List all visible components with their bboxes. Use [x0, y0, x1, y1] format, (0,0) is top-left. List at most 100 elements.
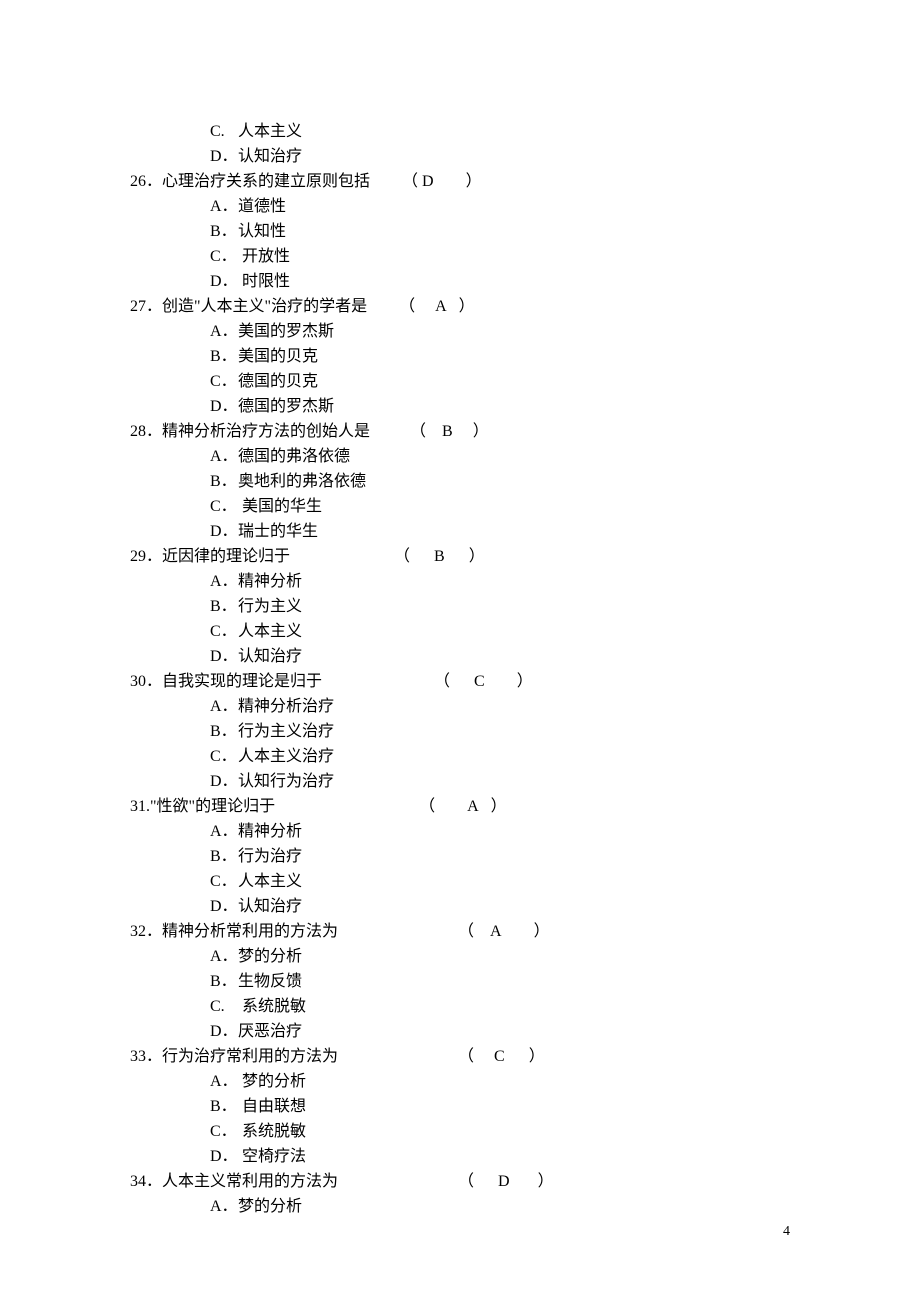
option-text: 认知治疗 — [238, 148, 302, 165]
paren-right: ） — [529, 1048, 545, 1065]
option-letter: C． — [210, 495, 238, 519]
option-letter: A． — [210, 820, 238, 844]
option-line: A．德国的弗洛依德 — [130, 445, 790, 469]
paren-left: （ — [434, 673, 474, 690]
option-text: 德国的弗洛依德 — [238, 448, 350, 465]
option-line: A．梦的分析 — [130, 1195, 790, 1219]
option-line: A．精神分析治疗 — [130, 695, 790, 719]
paren-right: ） — [466, 173, 482, 190]
question-gap — [370, 423, 410, 440]
question-number: 32． — [130, 920, 162, 944]
option-line: B．行为治疗 — [130, 845, 790, 869]
option-letter: C. — [210, 120, 238, 144]
option-text: 人本主义 — [238, 873, 302, 890]
option-line: C．德国的贝克 — [130, 370, 790, 394]
option-letter: D． — [210, 770, 238, 794]
option-text: 系统脱敏 — [238, 998, 306, 1015]
option-letter: A． — [210, 1195, 238, 1219]
option-letter: B． — [210, 845, 238, 869]
answer-block: （ D ） — [402, 170, 482, 194]
option-line: D．德国的罗杰斯 — [130, 395, 790, 419]
option-text: 生物反馈 — [238, 973, 302, 990]
paren-left: （ — [419, 798, 467, 815]
option-text: 行为主义 — [238, 598, 302, 615]
answer-block: （ A ） — [399, 295, 475, 319]
option-line: C． 系统脱敏 — [130, 1120, 790, 1144]
question-line: 26．心理治疗关系的建立原则包括 （ D ） — [130, 170, 790, 194]
question-gap — [290, 548, 394, 565]
option-text: 人本主义 — [238, 623, 302, 640]
paren-right: ） — [473, 423, 489, 440]
question-line: 29．近因律的理论归于 （ B ） — [130, 545, 790, 569]
question-text: 自我实现的理论是归于 — [162, 673, 322, 690]
option-letter: A． — [210, 195, 238, 219]
option-line: B．行为主义 — [130, 595, 790, 619]
question-text: 行为治疗常利用的方法为 — [162, 1048, 338, 1065]
paren-right: ） — [534, 923, 550, 940]
option-letter: C． — [210, 620, 238, 644]
option-line: D．瑞士的华生 — [130, 520, 790, 544]
option-letter: A． — [210, 570, 238, 594]
answer-block: （ B ） — [394, 545, 485, 569]
option-text: 人本主义 — [238, 123, 302, 140]
answer-gap — [447, 298, 459, 315]
option-line: A．梦的分析 — [130, 945, 790, 969]
question-line: 27．创造"人本主义"治疗的学者是 （ A ） — [130, 295, 790, 319]
option-line: D． 空椅疗法 — [130, 1145, 790, 1169]
question-line: 33．行为治疗常利用的方法为 （ C ） — [130, 1045, 790, 1069]
question-number: 27． — [130, 295, 162, 319]
option-line: B．生物反馈 — [130, 970, 790, 994]
option-text: 梦的分析 — [238, 1198, 302, 1215]
option-text: 系统脱敏 — [238, 1123, 306, 1140]
answer-letter: B — [434, 545, 445, 569]
answer-gap — [510, 1173, 538, 1190]
option-text: 认知治疗 — [238, 898, 302, 915]
answer-letter: D — [422, 170, 434, 194]
option-line: A． 梦的分析 — [130, 1070, 790, 1094]
option-letter: B． — [210, 1095, 238, 1119]
question-text: "性欲"的理论归于 — [150, 798, 275, 815]
option-text: 认知行为治疗 — [238, 773, 334, 790]
question-line: 34．人本主义常利用的方法为 （ D ） — [130, 1170, 790, 1194]
option-letter: A． — [210, 445, 238, 469]
question-gap — [367, 298, 399, 315]
option-line: B．奥地利的弗洛依德 — [130, 470, 790, 494]
option-text: 德国的贝克 — [238, 373, 318, 390]
option-text: 梦的分析 — [238, 948, 302, 965]
question-line: 30．自我实现的理论是归于 （ C ） — [130, 670, 790, 694]
question-line: 32．精神分析常利用的方法为 （ A ） — [130, 920, 790, 944]
option-letter: B． — [210, 220, 238, 244]
option-letter: C． — [210, 745, 238, 769]
question-gap — [338, 1173, 458, 1190]
option-text: 精神分析治疗 — [238, 698, 334, 715]
option-letter: D． — [210, 645, 238, 669]
option-letter: A． — [210, 320, 238, 344]
answer-gap — [445, 548, 469, 565]
option-line: D．厌恶治疗 — [130, 1020, 790, 1044]
option-text: 美国的贝克 — [238, 348, 318, 365]
question-number: 28． — [130, 420, 162, 444]
option-letter: D． — [210, 895, 238, 919]
option-line: C. 系统脱敏 — [130, 995, 790, 1019]
option-text: 德国的罗杰斯 — [238, 398, 334, 415]
option-line: A．道德性 — [130, 195, 790, 219]
option-line: C．人本主义治疗 — [130, 745, 790, 769]
option-letter: A． — [210, 945, 238, 969]
option-text: 行为主义治疗 — [238, 723, 334, 740]
question-gap — [370, 173, 402, 190]
paren-left: （ — [458, 1048, 494, 1065]
option-letter: B． — [210, 720, 238, 744]
option-text: 时限性 — [238, 273, 290, 290]
paren-right: ） — [538, 1173, 554, 1190]
paren-right: ） — [469, 548, 485, 565]
option-letter: B． — [210, 345, 238, 369]
option-text: 美国的罗杰斯 — [238, 323, 334, 340]
option-letter: D． — [210, 1020, 238, 1044]
option-line: B．认知性 — [130, 220, 790, 244]
paren-right: ） — [517, 673, 533, 690]
option-text: 美国的华生 — [238, 498, 322, 515]
question-text: 精神分析常利用的方法为 — [162, 923, 338, 940]
option-text: 人本主义治疗 — [238, 748, 334, 765]
answer-gap — [479, 798, 491, 815]
question-text: 创造"人本主义"治疗的学者是 — [162, 298, 367, 315]
